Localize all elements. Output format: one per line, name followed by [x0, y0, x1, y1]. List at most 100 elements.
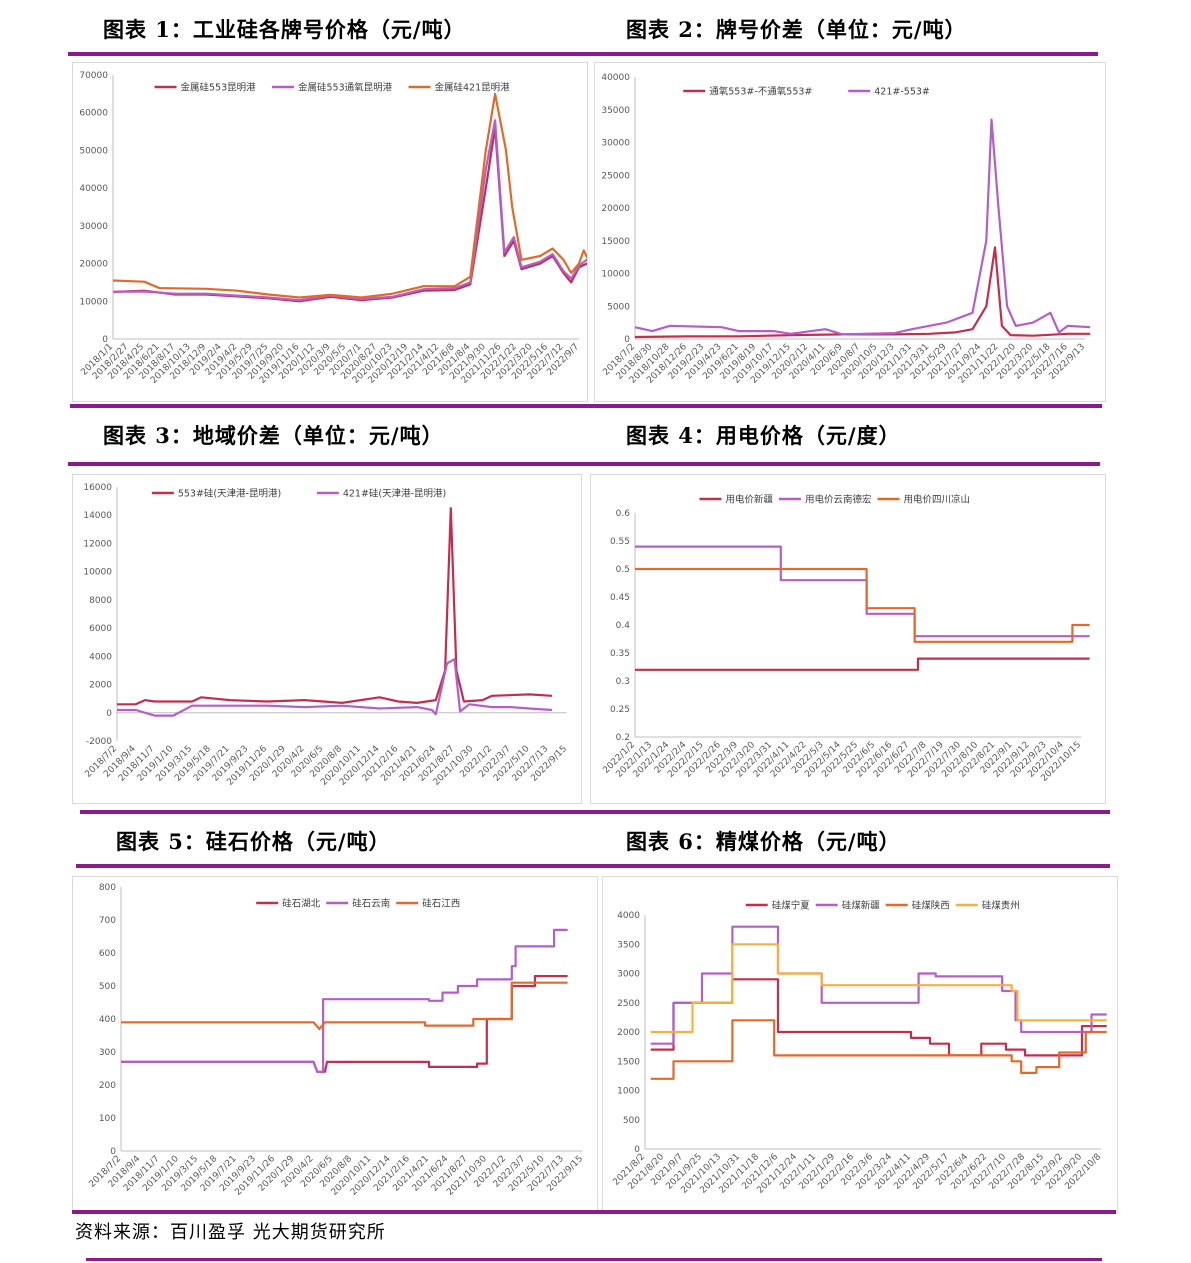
y-tick-label: 60000: [79, 109, 108, 119]
y-tick-label: 50000: [79, 146, 108, 156]
divider-rule-7: [86, 1258, 1102, 1261]
divider-rule-2: [70, 404, 1102, 408]
y-tick-label: 1000: [617, 1087, 640, 1097]
y-tick-label: 0: [102, 335, 108, 345]
y-tick-label: 35000: [601, 106, 630, 116]
y-tick-label: 400: [99, 1015, 116, 1025]
y-tick-label: 0.5: [616, 565, 630, 575]
legend-label: 金属硅553昆明港: [181, 82, 257, 94]
series-line-4: [650, 943, 1107, 1034]
chart1-svg: 0100002000030000400005000060000700002018…: [79, 71, 587, 386]
y-tick-label: 10000: [601, 270, 630, 280]
y-tick-label: 600: [99, 949, 116, 959]
series-line-3: [635, 567, 1090, 643]
chart3-panel: -2000 0 2000 4000 6000 8000 10000 12000 14000 160…: [72, 474, 582, 804]
y-tick-label: 0: [106, 709, 112, 719]
series-line-1: [635, 657, 1090, 671]
chart4-panel: 0.2 0.25 0.3 0.35 0.4 0.45 0.5 0.55 0.6 2022/1/2 2…: [590, 474, 1106, 804]
y-tick-label: 0.35: [610, 649, 630, 659]
legend-label: 金属硅421昆明港: [435, 82, 511, 94]
y-tick-label: 0: [110, 1147, 116, 1157]
series-line-2: [117, 658, 553, 717]
legend-label: 421#硅(天津港-昆明港): [343, 488, 446, 500]
chart5-svg: 01002003004005006007008002018/7/22018/9/…: [87, 883, 585, 1198]
chart5-panel: 0 100 200 300 400 500 600 700 800 2018/7/2 2018/9/…: [72, 876, 598, 1212]
y-tick-label: 0.25: [610, 705, 630, 715]
y-tick-label: 3500: [617, 940, 640, 950]
y-tick-label: 0: [624, 335, 630, 345]
y-tick-label: 25000: [601, 171, 630, 181]
y-tick-label: 0.3: [616, 677, 630, 687]
legend-label: 硅石江西: [422, 898, 460, 910]
legend-label: 用电价云南德宏: [805, 494, 872, 506]
legend-label: 421#-553#: [874, 87, 930, 98]
chart3-title: 图表 3：地域价差（单位：元/吨）: [103, 423, 444, 448]
y-tick-label: 0.2: [616, 733, 630, 743]
y-tick-label: 15000: [601, 237, 630, 247]
chart5-title: 图表 5：硅石价格（元/吨）: [116, 829, 391, 854]
series-line-1: [634, 246, 1091, 339]
y-tick-label: 6000: [89, 624, 112, 634]
y-tick-label: 300: [99, 1048, 116, 1058]
divider-rule-6: [72, 1210, 1116, 1214]
chart4-svg: 0.20.250.30.350.40.450.50.550.62022/1/22…: [601, 494, 1090, 784]
chart1-panel: 0 10000 20000 30000 40000 50000 60000 70000 2018…: [72, 62, 588, 402]
legend-label: 通氧553#-不通氧553#: [709, 86, 812, 98]
y-tick-label: 10000: [83, 568, 112, 578]
series-line-2: [634, 118, 1091, 336]
y-tick-label: 70000: [79, 71, 108, 81]
legend-label: 用电价新疆: [725, 494, 773, 506]
legend-label: 硅煤陕西: [912, 900, 950, 912]
y-tick-label: 10000: [79, 297, 108, 307]
chart2-title: 图表 2：牌号价差（单位：元/吨）: [626, 17, 967, 42]
y-tick-label: 8000: [89, 596, 112, 606]
y-tick-label: 40000: [601, 73, 630, 83]
y-tick-label: 700: [99, 916, 116, 926]
y-tick-label: 5000: [607, 302, 630, 312]
series-line-1: [117, 507, 553, 706]
y-tick-label: 30000: [79, 222, 108, 232]
legend-label: 硅煤宁夏: [772, 900, 811, 912]
y-tick-label: 0.45: [610, 593, 630, 603]
y-tick-label: 0.6: [616, 509, 631, 519]
y-tick-label: 4000: [89, 652, 112, 662]
y-tick-label: 0.55: [610, 537, 630, 547]
series-line-1: [112, 126, 587, 303]
y-tick-label: 3000: [617, 970, 640, 980]
divider-rule-1: [68, 52, 1098, 56]
y-tick-label: 500: [99, 982, 116, 992]
series-line-1: [121, 975, 568, 1073]
legend-label: 硅煤新疆: [842, 900, 881, 912]
y-tick-label: 40000: [79, 184, 108, 194]
divider-rule-3: [68, 462, 1100, 466]
divider-rule-4: [80, 810, 1110, 814]
y-tick-label: 100: [99, 1114, 116, 1124]
y-tick-label: 14000: [83, 511, 112, 521]
chart6-panel: 0 500 1000 1500 2000 2500 3000 3500 4000 2021/8/2…: [602, 876, 1118, 1212]
legend-label: 553#硅(天津港-昆明港): [178, 488, 281, 500]
series-line-2: [650, 925, 1107, 1045]
y-tick-label: 0.4: [616, 621, 631, 631]
series-line-3: [112, 92, 587, 299]
y-tick-label: 4000: [617, 911, 640, 921]
legend-label: 硅石湖北: [282, 898, 321, 910]
series-line-2: [121, 928, 568, 1073]
y-tick-label: 20000: [601, 204, 630, 214]
series-line-2: [112, 119, 587, 302]
y-tick-label: 800: [99, 883, 116, 893]
y-tick-label: 2500: [617, 999, 640, 1009]
y-tick-label: 0: [634, 1145, 640, 1155]
legend-label: 用电价四川凉山: [903, 494, 970, 506]
series-line-3: [650, 1019, 1107, 1080]
chart6-svg: 050010001500200025003000350040002021/8/2…: [611, 900, 1107, 1196]
y-tick-label: 30000: [601, 139, 630, 149]
divider-rule-5: [76, 864, 1110, 868]
series-line-2: [635, 545, 1090, 638]
y-tick-label: 200: [99, 1081, 116, 1091]
chart6-title: 图表 6：精煤价格（元/吨）: [626, 829, 901, 854]
chart1-title: 图表 1：工业硅各牌号价格（元/吨）: [103, 17, 466, 42]
y-tick-label: 500: [623, 1116, 640, 1126]
chart3-svg: -2000 0 2000 4000 6000 8000 10000 12000 14000 160…: [83, 483, 569, 788]
y-tick-label: 2000: [617, 1028, 640, 1038]
chart4-title: 图表 4：用电价格（元/度）: [626, 423, 901, 448]
